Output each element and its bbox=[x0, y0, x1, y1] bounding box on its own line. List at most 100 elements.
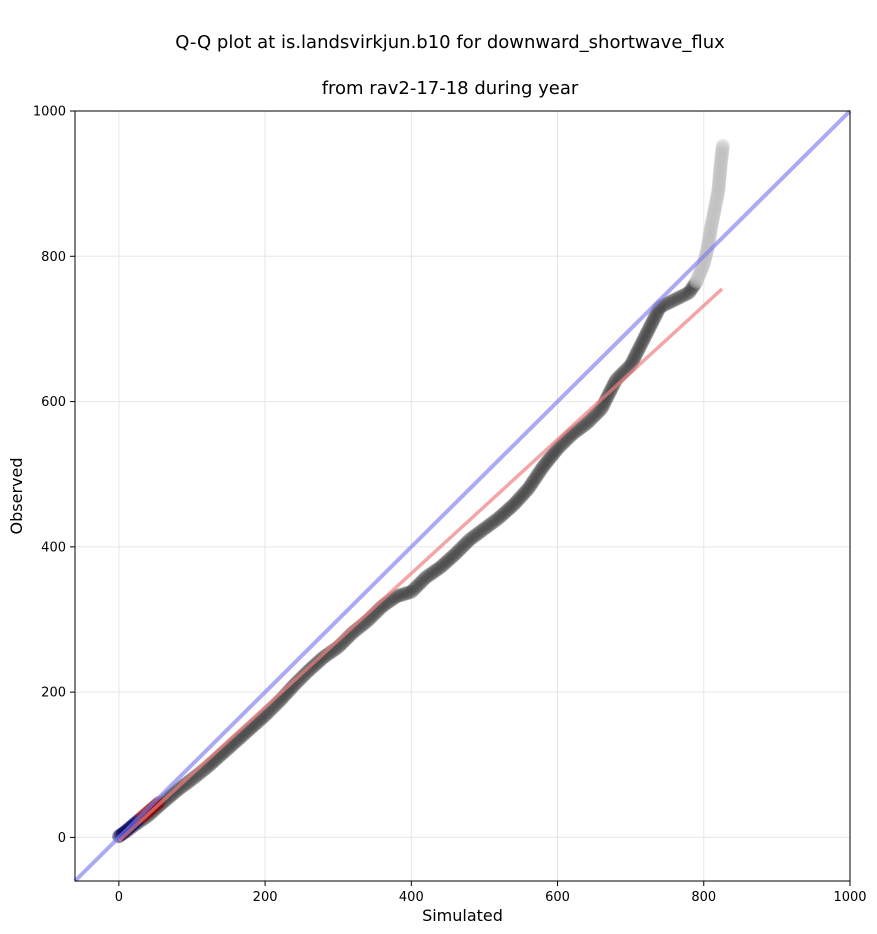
quantile-point bbox=[495, 507, 510, 522]
quantile-point bbox=[640, 325, 655, 340]
quantile-point bbox=[451, 543, 466, 558]
y-tick-label: 800 bbox=[41, 250, 66, 265]
fit-line bbox=[117, 287, 724, 843]
quantile-point bbox=[713, 162, 728, 177]
quantile-point bbox=[473, 524, 488, 539]
quantile-point bbox=[710, 186, 725, 201]
quantile-point bbox=[713, 158, 728, 173]
quantile-point bbox=[647, 311, 662, 326]
low-quantile-point bbox=[139, 806, 153, 820]
quantile-point bbox=[706, 206, 721, 221]
quantile-point bbox=[508, 496, 523, 511]
quantile-point bbox=[607, 376, 622, 391]
quantile-point bbox=[175, 779, 190, 794]
x-tick-label: 200 bbox=[253, 890, 278, 905]
quantile-point bbox=[712, 166, 727, 181]
quantile-point bbox=[412, 576, 427, 591]
x-tick-label: 0 bbox=[115, 890, 123, 905]
quantile-point bbox=[407, 581, 422, 596]
quantile-point bbox=[703, 224, 718, 239]
quantile-point bbox=[587, 408, 602, 423]
data-marks bbox=[73, 109, 852, 883]
quantile-point bbox=[389, 589, 404, 604]
quantile-point bbox=[697, 252, 712, 267]
quantile-point bbox=[400, 586, 415, 601]
quantile-point bbox=[709, 195, 724, 210]
quantile-point bbox=[422, 567, 437, 582]
quantile-point bbox=[659, 297, 674, 312]
quantile-point bbox=[533, 463, 548, 478]
quantile-point bbox=[627, 350, 642, 365]
quantile-point bbox=[715, 143, 730, 158]
quantile-point bbox=[688, 276, 703, 291]
x-tick-label: 400 bbox=[399, 890, 424, 905]
x-tick-label: 800 bbox=[691, 890, 716, 905]
quantile-point bbox=[552, 440, 567, 455]
quantile-point bbox=[589, 406, 604, 421]
quantile-point bbox=[297, 668, 312, 683]
quantile-point bbox=[591, 405, 606, 420]
quantile-point bbox=[649, 305, 664, 320]
quantile-point bbox=[440, 554, 455, 569]
quantile-point bbox=[457, 537, 472, 552]
quantile-point bbox=[673, 289, 688, 304]
quantile-point bbox=[714, 151, 729, 166]
quantile-point bbox=[527, 472, 542, 487]
quantile-point bbox=[462, 532, 477, 547]
quantile-point bbox=[713, 156, 728, 171]
quantile-point bbox=[404, 584, 419, 599]
quantile-point bbox=[712, 175, 727, 190]
quantile-point bbox=[636, 333, 651, 348]
quantile-point bbox=[703, 222, 718, 237]
quantile-point bbox=[498, 504, 513, 519]
quantile-point bbox=[415, 573, 430, 588]
quantile-point bbox=[641, 323, 656, 338]
quantile-point bbox=[635, 335, 650, 349]
quantile-point bbox=[417, 571, 432, 586]
quantile-point bbox=[461, 534, 476, 549]
quantile-point bbox=[667, 292, 682, 307]
quantile-point bbox=[500, 503, 515, 518]
quantile-point bbox=[648, 309, 663, 324]
quantile-point bbox=[298, 666, 313, 681]
quantile-point bbox=[311, 654, 326, 669]
quantile-point bbox=[511, 492, 526, 507]
quantile-point bbox=[459, 535, 474, 550]
quantile-point bbox=[592, 403, 607, 418]
quantile-point bbox=[713, 160, 728, 175]
quantile-point bbox=[293, 671, 308, 686]
quantile-point bbox=[712, 169, 727, 184]
quantile-point bbox=[448, 547, 463, 562]
y-tick-label: 600 bbox=[41, 395, 66, 410]
quantile-point bbox=[453, 542, 468, 557]
quantile-point bbox=[579, 416, 594, 431]
quantile-point bbox=[492, 510, 507, 525]
quantile-point bbox=[535, 459, 550, 474]
chart-title: Q-Q plot at is.landsvirkjun.b10 for down… bbox=[0, 8, 877, 123]
quantile-point bbox=[628, 348, 643, 363]
quantile-point bbox=[690, 272, 705, 287]
quantile-point bbox=[475, 523, 490, 538]
quantile-point bbox=[630, 344, 645, 359]
quantile-point bbox=[586, 409, 601, 424]
quantile-point bbox=[708, 199, 723, 214]
quantile-point bbox=[584, 411, 599, 426]
quantile-point bbox=[313, 653, 328, 668]
quantile-point bbox=[531, 467, 546, 482]
quantile-point bbox=[704, 220, 719, 235]
quantile-point bbox=[687, 278, 702, 293]
quantile-point bbox=[316, 650, 331, 665]
quantile-point bbox=[684, 281, 699, 296]
quantile-point bbox=[391, 588, 406, 603]
quantile-point bbox=[512, 491, 527, 506]
quantile-point bbox=[706, 208, 721, 223]
quantile-point bbox=[522, 479, 537, 494]
quantile-point bbox=[305, 660, 320, 675]
quantile-point bbox=[675, 288, 690, 303]
quantile-point bbox=[705, 213, 720, 228]
quantile-point bbox=[537, 458, 552, 473]
quantile-point bbox=[702, 228, 717, 243]
quantile-point bbox=[633, 338, 648, 353]
quantile-point bbox=[446, 548, 461, 563]
